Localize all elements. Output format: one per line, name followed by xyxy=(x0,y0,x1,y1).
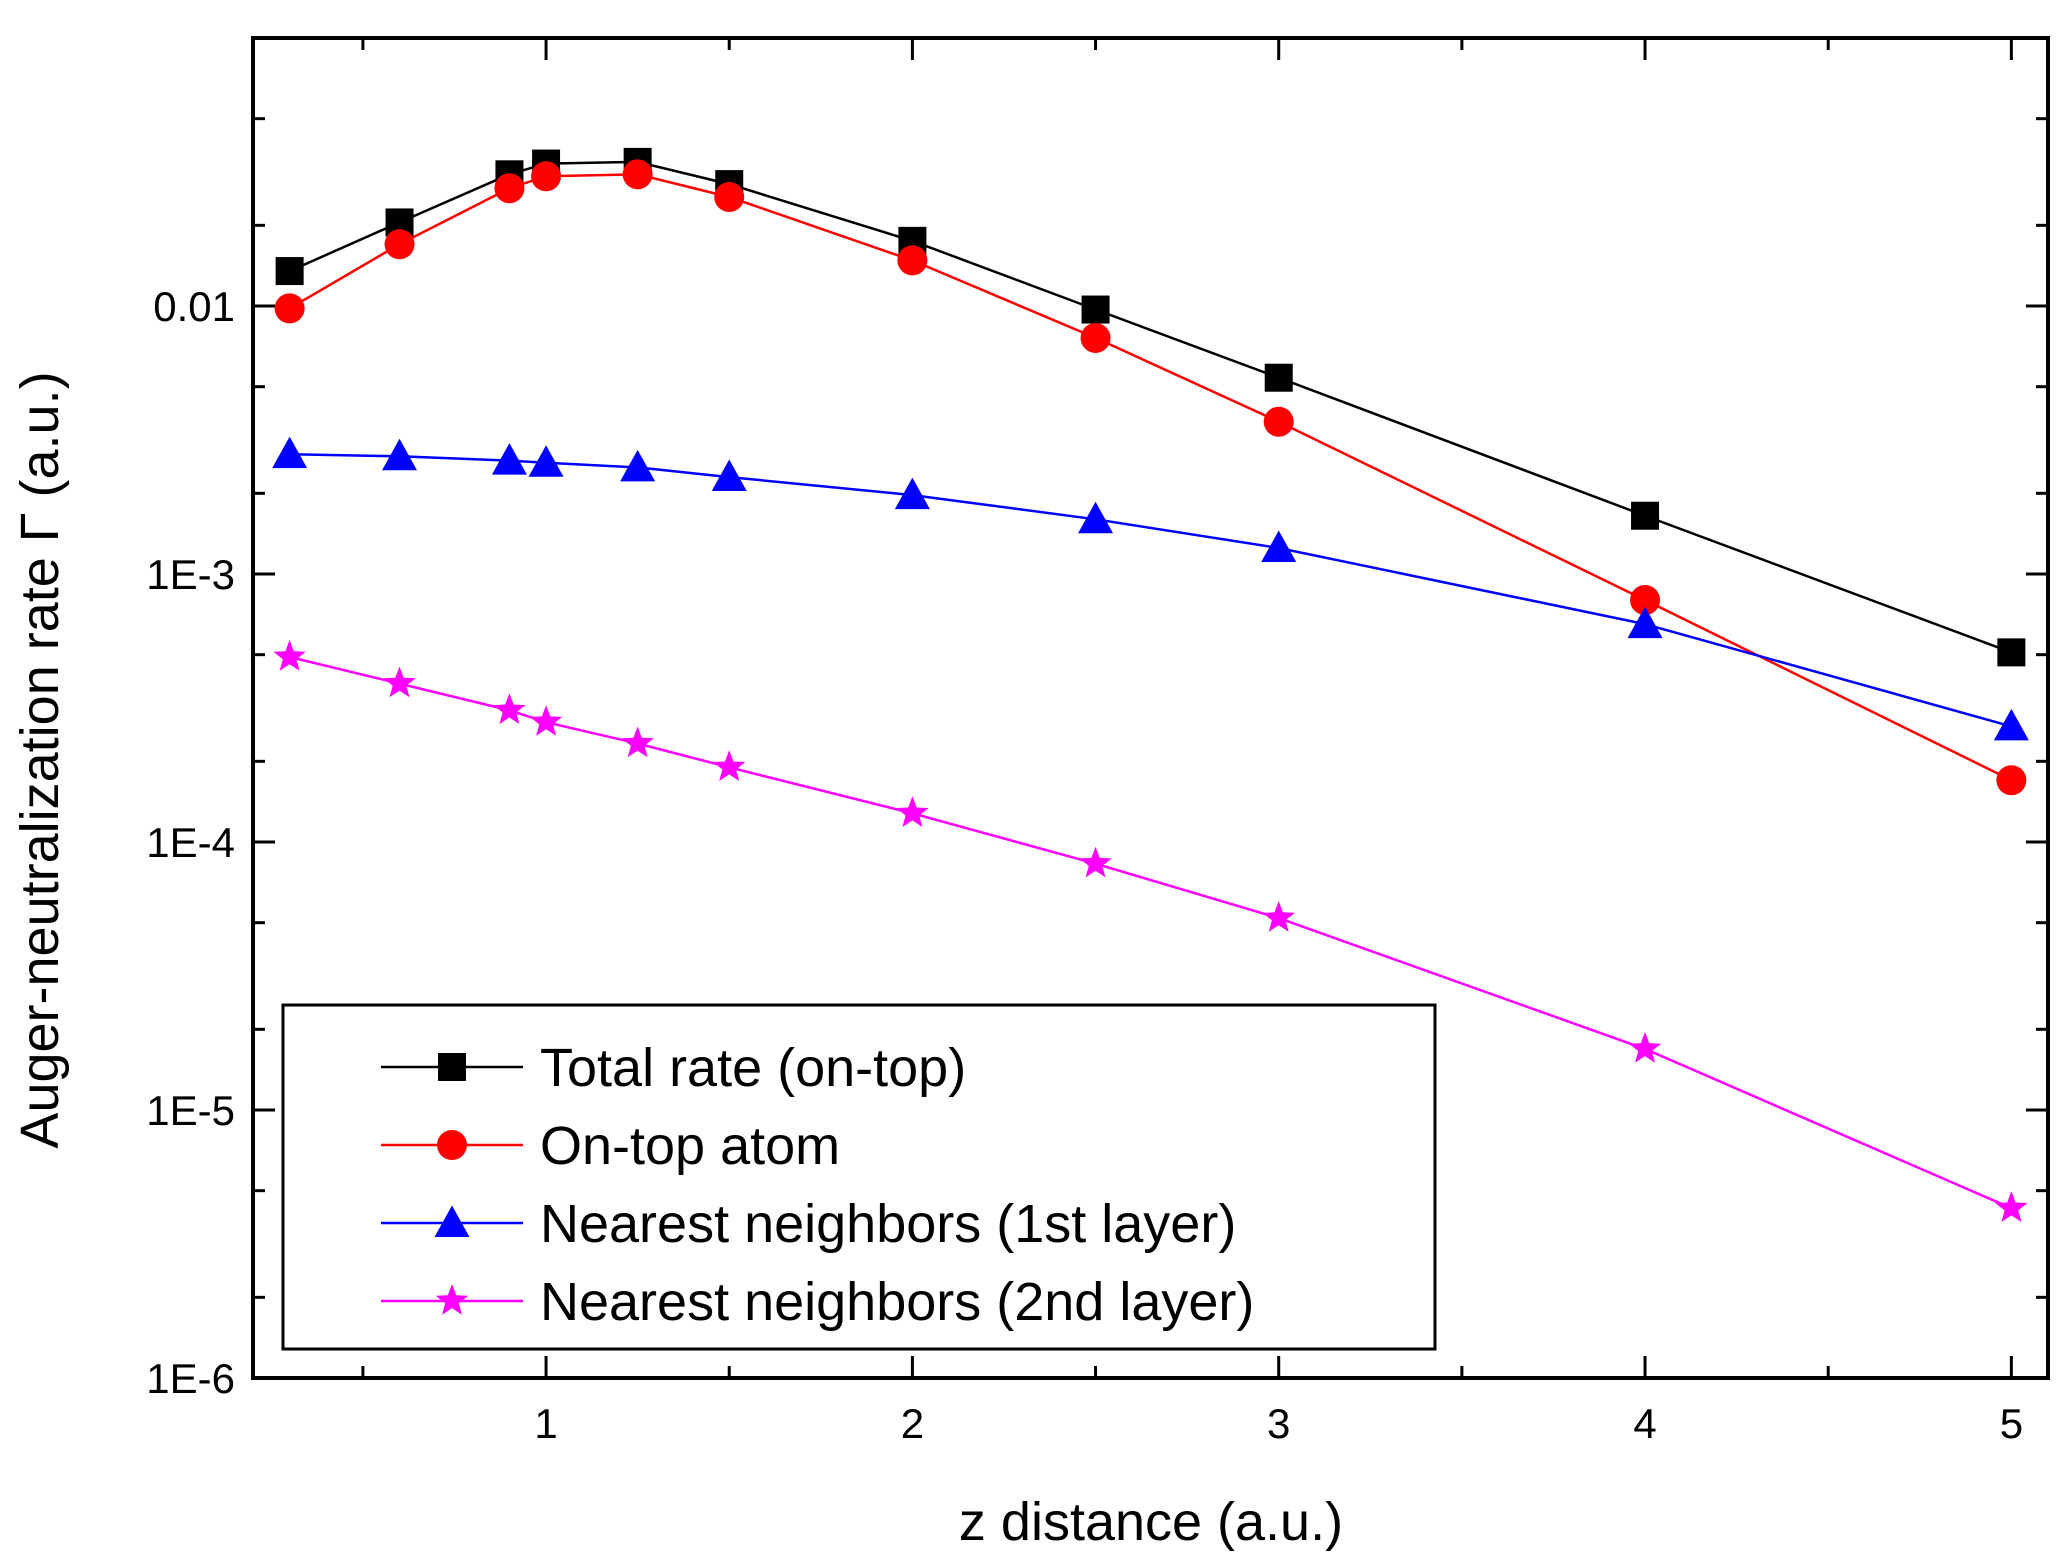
data-point-circle xyxy=(494,173,525,204)
legend-label: Total rate (on-top) xyxy=(540,1038,966,1098)
data-point-circle xyxy=(1996,765,2027,796)
data-point-triangle xyxy=(528,445,564,477)
data-point-star xyxy=(493,693,526,725)
y-tick-label: 1E-6 xyxy=(146,1355,235,1402)
legend-label: On-top atom xyxy=(540,1116,840,1176)
legend-marker-triangle xyxy=(434,1205,470,1237)
data-point-square xyxy=(275,257,304,286)
data-point-square xyxy=(1631,501,1660,530)
legend-marker-circle xyxy=(437,1130,467,1160)
y-tick-label: 1E-4 xyxy=(146,819,235,866)
series-2 xyxy=(274,159,2027,796)
data-point-triangle xyxy=(711,459,747,492)
data-point-circle xyxy=(531,161,562,192)
x-axis-title: z distance (a.u.) xyxy=(959,1492,1343,1552)
data-point-star xyxy=(896,796,929,827)
legend-label: Nearest neighbors (1st layer) xyxy=(540,1194,1236,1254)
data-point-star xyxy=(273,640,306,671)
series-line xyxy=(289,160,2012,654)
data-point-star xyxy=(1262,901,1295,932)
data-point-triangle xyxy=(1078,501,1114,534)
data-point-star xyxy=(1628,1031,1662,1063)
data-point-star xyxy=(529,705,563,736)
legend: Total rate (on-top) On-top atom Nearest ne… xyxy=(281,1003,1437,1351)
data-point-circle xyxy=(622,159,653,190)
legend-marker-star xyxy=(435,1284,469,1315)
legend-box xyxy=(281,1003,1437,1351)
series-line xyxy=(288,173,2012,782)
data-point-square xyxy=(1264,363,1293,392)
data-point-triangle xyxy=(272,436,308,469)
y-tick-label: 1E-5 xyxy=(146,1087,235,1134)
x-tick-label: 4 xyxy=(1633,1400,1656,1447)
legend-entry: Nearest neighbors (1st layer) xyxy=(381,1194,1236,1254)
data-point-triangle xyxy=(620,449,656,482)
x-tick-label: 1 xyxy=(534,1400,557,1447)
data-point-triangle xyxy=(491,443,527,475)
series-layer xyxy=(272,147,2029,1222)
legend-marker-square xyxy=(438,1053,466,1081)
series-line xyxy=(289,452,2012,728)
legend-entry: On-top atom xyxy=(381,1116,840,1176)
legend-entry: Nearest neighbors (2nd layer) xyxy=(381,1272,1254,1332)
x-tick-label: 2 xyxy=(901,1400,924,1447)
axes-layer: 1 2 3 4 5 1E-6 1E-5 1E-4 1E-3 0.01 xyxy=(146,36,2050,1447)
data-point-triangle xyxy=(894,477,930,510)
data-point-triangle xyxy=(382,438,418,471)
data-point-square xyxy=(1997,638,2026,667)
data-point-star xyxy=(1995,1191,2028,1222)
data-point-circle xyxy=(1263,406,1294,437)
data-point-triangle xyxy=(1993,708,2029,741)
data-point-circle xyxy=(714,182,745,213)
data-point-triangle xyxy=(1627,606,1663,639)
series-1 xyxy=(275,147,2026,667)
x-tick-label: 3 xyxy=(1267,1400,1290,1447)
legend-entry: Total rate (on-top) xyxy=(381,1038,966,1098)
data-point-circle xyxy=(1630,584,1661,615)
data-point-triangle xyxy=(1261,530,1297,563)
data-point-circle xyxy=(274,293,305,324)
y-tick-label: 0.01 xyxy=(153,283,235,330)
y-tick-label: 1E-3 xyxy=(146,551,235,598)
series-4 xyxy=(273,640,2028,1222)
data-point-square xyxy=(1081,295,1110,324)
legend-label: Nearest neighbors (2nd layer) xyxy=(540,1272,1254,1332)
data-point-star xyxy=(383,666,416,698)
data-point-star xyxy=(621,726,654,758)
data-point-circle xyxy=(384,229,415,260)
x-tick-label: 5 xyxy=(2000,1400,2023,1447)
data-point-star xyxy=(713,750,746,781)
series-3 xyxy=(272,436,2029,741)
data-point-circle xyxy=(897,245,928,276)
plot-frame xyxy=(251,36,2050,1380)
y-axis-title: Auger-neutralization rate Γ (a.u.) xyxy=(10,371,70,1148)
data-point-circle xyxy=(1080,322,1111,353)
data-point-star xyxy=(1079,846,1112,878)
